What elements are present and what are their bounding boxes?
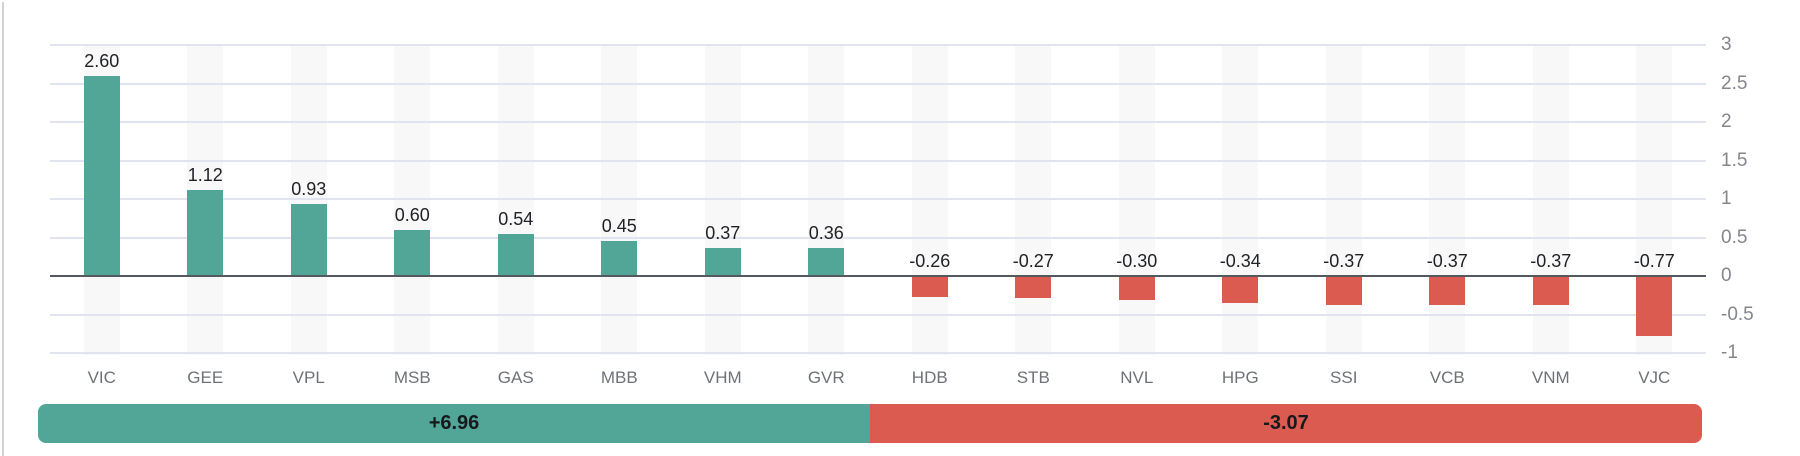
summary-negative-value: -3.07: [1263, 412, 1309, 434]
bar-ssi[interactable]: [1325, 277, 1362, 306]
bar-gvr[interactable]: [808, 248, 845, 276]
gridline-2.5: [50, 82, 1706, 85]
value-label-ssi: -0.37: [1323, 251, 1365, 271]
summary-positive-value: +6.96: [428, 412, 480, 434]
category-label-gvr: GVR: [807, 368, 845, 387]
y-axis-tick-2: 2: [1721, 111, 1732, 132]
value-label-hpg: -0.34: [1219, 251, 1261, 271]
bar-vnm[interactable]: [1532, 277, 1569, 306]
category-label-vic: VIC: [87, 368, 116, 387]
category-label-ssi: SSI: [1330, 368, 1358, 387]
bar-msb[interactable]: [394, 229, 431, 276]
value-label-mbb: 0.45: [601, 216, 637, 237]
value-label-vnm: -0.37: [1530, 251, 1572, 271]
value-label-vpl: 0.93: [291, 179, 327, 200]
bar-gee[interactable]: [187, 189, 224, 276]
gridline-1.5: [50, 159, 1706, 162]
y-axis-tick-1.5: 1.5: [1721, 149, 1748, 171]
bar-nvl[interactable]: [1118, 277, 1155, 301]
category-label-hpg: HPG: [1221, 368, 1259, 387]
bar-vpl[interactable]: [290, 204, 327, 276]
bar-vhm[interactable]: [704, 247, 741, 276]
category-label-vnm: VNM: [1531, 368, 1570, 387]
zero-axis-line: [50, 274, 1706, 277]
bar-hdb[interactable]: [911, 277, 948, 298]
value-label-gas: 0.54: [498, 209, 534, 230]
value-label-msb: 0.60: [394, 204, 430, 225]
category-label-vcb: VCB: [1429, 368, 1465, 387]
bar-hpg[interactable]: [1222, 277, 1259, 304]
category-label-nvl: NVL: [1120, 368, 1154, 387]
bar-vcb[interactable]: [1429, 277, 1466, 306]
bar-mbb[interactable]: [601, 241, 638, 276]
value-label-nvl: -0.30: [1116, 251, 1158, 271]
category-label-msb: MSB: [393, 368, 431, 387]
summary-positive-segment: +6.96: [38, 404, 870, 443]
value-label-stb: -0.27: [1012, 251, 1054, 271]
value-label-vhm: 0.37: [705, 222, 741, 243]
contribution-summary-bar: +6.96 -3.07: [38, 404, 1702, 443]
value-label-vic: 2.60: [84, 50, 120, 71]
category-label-vhm: VHM: [703, 368, 742, 387]
y-axis-tick-3: 3: [1721, 34, 1732, 55]
gridline-1: [50, 198, 1706, 200]
bar-stb[interactable]: [1015, 277, 1052, 298]
gridline-3: [50, 44, 1706, 46]
bar-vjc[interactable]: [1636, 277, 1673, 337]
gridline--1: [50, 352, 1706, 354]
y-axis-tick-0.5: 0.5: [1721, 226, 1748, 248]
value-label-gee: 1.12: [187, 164, 223, 185]
bar-gas[interactable]: [497, 234, 534, 276]
summary-negative-segment: -3.07: [870, 404, 1702, 443]
y-axis-tick--1: -1: [1721, 342, 1738, 363]
category-label-hdb: HDB: [911, 368, 948, 387]
category-label-stb: STB: [1016, 368, 1050, 387]
gridline-0.5: [50, 236, 1706, 239]
panel-left-border: [2, 2, 4, 456]
value-label-vjc: -0.77: [1633, 251, 1675, 271]
category-label-gee: GEE: [187, 368, 224, 387]
gridline--0.5: [50, 313, 1706, 316]
value-label-hdb: -0.26: [909, 251, 951, 271]
value-label-gvr: 0.36: [808, 223, 844, 244]
category-label-vjc: VJC: [1638, 368, 1671, 387]
y-axis-tick-1: 1: [1721, 188, 1732, 209]
bar-vic[interactable]: [83, 75, 120, 276]
gridline-2: [50, 121, 1706, 123]
y-axis-tick-0: 0: [1721, 265, 1732, 286]
y-axis-tick-2.5: 2.5: [1721, 72, 1748, 94]
y-axis-tick--0.5: -0.5: [1721, 303, 1754, 325]
category-label-vpl: VPL: [292, 368, 325, 387]
category-label-gas: GAS: [497, 368, 534, 387]
category-label-mbb: MBB: [600, 368, 638, 387]
value-label-vcb: -0.37: [1426, 251, 1468, 271]
